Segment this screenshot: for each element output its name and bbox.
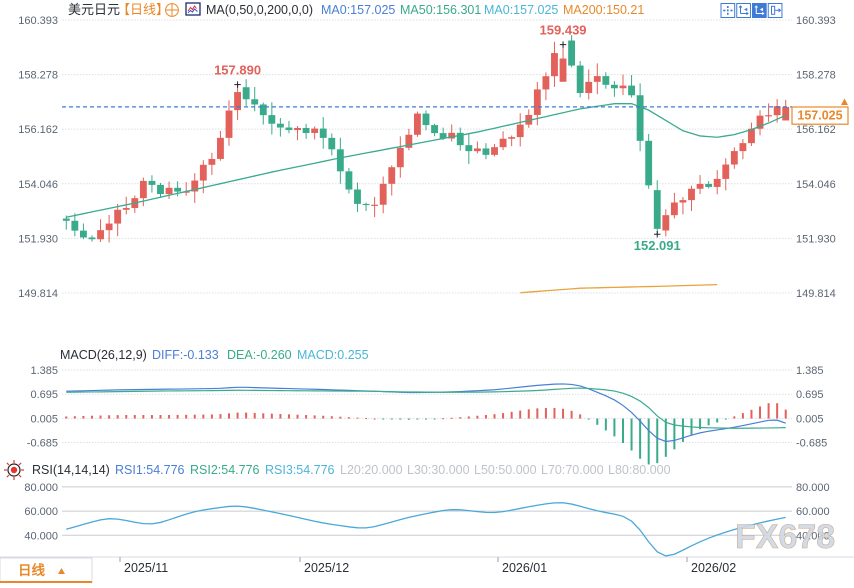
svg-text:157.890: 157.890 xyxy=(214,63,261,78)
svg-text:DIFF:-0.133: DIFF:-0.133 xyxy=(152,348,219,362)
svg-text:RSI1:54.776: RSI1:54.776 xyxy=(115,463,185,477)
svg-text:日线: 日线 xyxy=(18,562,45,578)
svg-text:160.393: 160.393 xyxy=(796,15,836,27)
svg-text:80.000: 80.000 xyxy=(796,482,830,494)
svg-text:MACD:0.255: MACD:0.255 xyxy=(297,348,369,362)
svg-text:DEA:-0.260: DEA:-0.260 xyxy=(227,348,292,362)
svg-text:-0.685: -0.685 xyxy=(27,438,58,450)
svg-text:40.000: 40.000 xyxy=(24,530,58,542)
svg-text:RSI2:54.776: RSI2:54.776 xyxy=(190,463,260,477)
svg-text:60.000: 60.000 xyxy=(796,506,830,518)
svg-text:L30:30.000: L30:30.000 xyxy=(407,463,470,477)
svg-text:151.930: 151.930 xyxy=(796,233,836,245)
svg-text:157.025: 157.025 xyxy=(797,109,842,123)
svg-text:159.439: 159.439 xyxy=(540,23,587,38)
svg-text:151.930: 151.930 xyxy=(18,233,58,245)
svg-text:0.695: 0.695 xyxy=(30,389,58,401)
svg-text:美元日元: 美元日元 xyxy=(68,2,120,17)
svg-text:2026/02: 2026/02 xyxy=(691,561,736,575)
svg-text:MA(0,50,0,200,0,0): MA(0,50,0,200,0,0) xyxy=(206,3,313,17)
svg-text:RSI(14,14,14): RSI(14,14,14) xyxy=(32,463,110,477)
svg-text:149.814: 149.814 xyxy=(796,288,836,300)
svg-text:MA0:157.025: MA0:157.025 xyxy=(484,3,558,17)
svg-text:158.278: 158.278 xyxy=(18,70,58,82)
svg-text:-0.685: -0.685 xyxy=(796,438,827,450)
svg-text:60.000: 60.000 xyxy=(24,506,58,518)
svg-text:156.162: 156.162 xyxy=(796,124,836,136)
svg-text:FX678: FX678 xyxy=(735,518,835,556)
svg-text:2025/12: 2025/12 xyxy=(304,561,349,575)
svg-text:0.695: 0.695 xyxy=(796,389,824,401)
svg-text:MA50:156.301: MA50:156.301 xyxy=(400,3,481,17)
svg-text:160.393: 160.393 xyxy=(18,15,58,27)
svg-text:156.162: 156.162 xyxy=(18,124,58,136)
svg-text:152.091: 152.091 xyxy=(634,238,681,253)
svg-text:【日线】: 【日线】 xyxy=(117,2,169,17)
svg-text:80.000: 80.000 xyxy=(24,482,58,494)
svg-text:L50:50.000: L50:50.000 xyxy=(474,463,537,477)
svg-text:1.385: 1.385 xyxy=(796,365,824,377)
svg-text:L70:70.000: L70:70.000 xyxy=(541,463,604,477)
svg-text:154.046: 154.046 xyxy=(796,179,836,191)
svg-text:2025/11: 2025/11 xyxy=(124,561,168,575)
svg-text:0.005: 0.005 xyxy=(30,413,58,425)
svg-text:L20:20.000: L20:20.000 xyxy=(340,463,403,477)
svg-text:MA200:150.21: MA200:150.21 xyxy=(563,3,644,17)
svg-text:149.814: 149.814 xyxy=(18,288,58,300)
svg-text:MA0:157.025: MA0:157.025 xyxy=(321,3,395,17)
svg-text:0.005: 0.005 xyxy=(796,413,824,425)
svg-text:154.046: 154.046 xyxy=(18,179,58,191)
svg-text:RSI3:54.776: RSI3:54.776 xyxy=(265,463,335,477)
svg-text:MACD(26,12,9): MACD(26,12,9) xyxy=(60,348,147,362)
svg-text:158.278: 158.278 xyxy=(796,70,836,82)
svg-text:L80:80.000: L80:80.000 xyxy=(608,463,671,477)
svg-text:1.385: 1.385 xyxy=(30,365,58,377)
svg-text:2026/01: 2026/01 xyxy=(502,561,547,575)
